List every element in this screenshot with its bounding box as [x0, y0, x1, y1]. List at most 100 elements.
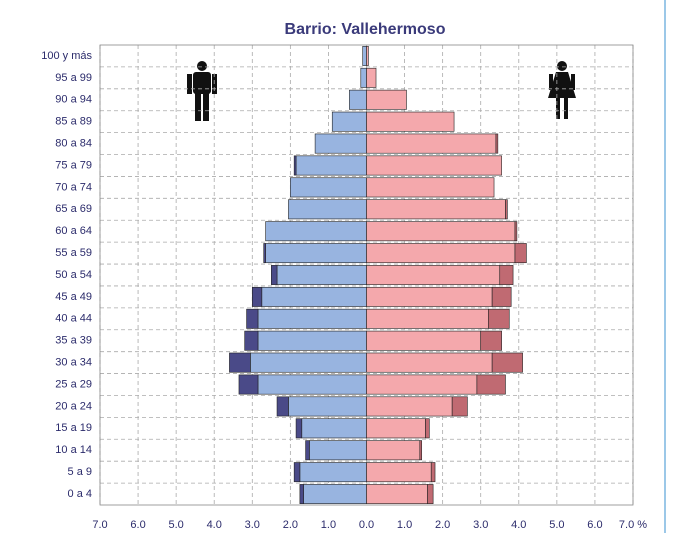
x-tick-label: 1.0	[321, 519, 336, 531]
bar	[299, 462, 367, 483]
y-tick-label: 75 a 79	[55, 159, 92, 171]
chart-title: Barrio: Vallehermoso	[285, 21, 446, 38]
bar	[366, 89, 407, 110]
bar	[290, 177, 367, 198]
y-tick-label: 20 a 24	[55, 400, 92, 412]
bar	[293, 462, 301, 483]
y-tick-label: 55 a 59	[55, 247, 92, 259]
bar	[366, 308, 489, 329]
bar	[250, 352, 367, 373]
bar	[514, 221, 518, 242]
bar	[366, 462, 432, 483]
bar	[362, 46, 367, 66]
y-tick-label: 95 a 99	[55, 72, 92, 84]
bar	[366, 352, 493, 373]
y-tick-label: 10 a 14	[55, 444, 92, 456]
bar	[476, 374, 506, 395]
bar	[265, 243, 367, 264]
bar	[495, 133, 499, 154]
y-tick-label: 0 a 4	[68, 488, 92, 500]
bar	[288, 199, 367, 220]
x-tick-label: 3.0	[473, 519, 488, 531]
bar	[257, 374, 367, 395]
bar	[366, 374, 478, 395]
bar	[263, 243, 266, 264]
bar	[301, 418, 367, 439]
y-tick-label: 25 a 29	[55, 378, 92, 390]
bar	[295, 418, 303, 439]
bar	[366, 484, 428, 504]
bar	[276, 265, 367, 285]
bar	[514, 243, 527, 264]
bar	[303, 484, 367, 504]
bar	[366, 418, 426, 439]
bar	[229, 352, 251, 373]
bar	[491, 352, 523, 373]
bar	[499, 265, 514, 285]
y-tick-label: 80 a 84	[55, 137, 92, 149]
x-tick-label: 7.0	[92, 519, 107, 531]
bar	[488, 308, 510, 329]
plot-frame	[99, 44, 634, 506]
female-icon	[548, 61, 576, 119]
x-tick-label: 0.0	[359, 519, 374, 531]
y-tick-label: 40 a 44	[55, 313, 92, 325]
y-tick-label: 45 a 49	[55, 291, 92, 303]
bar	[427, 484, 434, 504]
y-tick-label: 100 y más	[41, 50, 92, 62]
bar	[261, 286, 367, 307]
male-icon	[187, 61, 217, 121]
bar	[295, 155, 367, 176]
bar	[366, 396, 453, 417]
x-tick-label: 7.0 %	[619, 519, 647, 531]
bar	[314, 133, 367, 154]
bar	[480, 330, 502, 351]
bar	[366, 111, 455, 132]
bar	[366, 177, 495, 198]
bar	[265, 221, 367, 242]
bar	[349, 89, 367, 110]
bar	[257, 308, 367, 329]
bar	[505, 199, 508, 220]
bar	[366, 67, 377, 88]
bar	[331, 111, 367, 132]
bar	[451, 396, 468, 417]
bar	[305, 440, 310, 461]
y-tick-label: 60 a 64	[55, 225, 92, 237]
bar	[366, 330, 482, 351]
bar	[366, 46, 369, 66]
bar	[419, 440, 423, 461]
x-tick-label: 5.0	[549, 519, 564, 531]
x-tick-label: 4.0	[207, 519, 222, 531]
y-tick-label: 35 a 39	[55, 335, 92, 347]
y-tick-label: 5 a 9	[68, 466, 92, 478]
bar	[360, 67, 367, 88]
bar	[425, 418, 430, 439]
x-tick-label: 4.0	[511, 519, 526, 531]
bar	[244, 330, 259, 351]
bar	[246, 308, 259, 329]
bar	[491, 286, 512, 307]
bar	[309, 440, 367, 461]
bar	[366, 265, 501, 285]
bar	[238, 374, 259, 395]
bar	[366, 199, 506, 220]
bar	[366, 221, 516, 242]
y-tick-label: 85 a 89	[55, 116, 92, 128]
bar	[366, 155, 502, 176]
x-tick-label: 6.0	[587, 519, 602, 531]
y-tick-label: 90 a 94	[55, 94, 92, 106]
bar	[271, 265, 278, 285]
y-tick-label: 50 a 54	[55, 269, 92, 281]
bar	[293, 155, 297, 176]
x-tick-label: 2.0	[435, 519, 450, 531]
bar	[366, 133, 497, 154]
bar	[366, 243, 516, 264]
bar	[288, 396, 367, 417]
x-tick-label: 2.0	[283, 519, 298, 531]
x-tick-label: 3.0	[245, 519, 260, 531]
y-tick-label: 70 a 74	[55, 181, 92, 193]
bar	[257, 330, 367, 351]
bar	[251, 286, 263, 307]
